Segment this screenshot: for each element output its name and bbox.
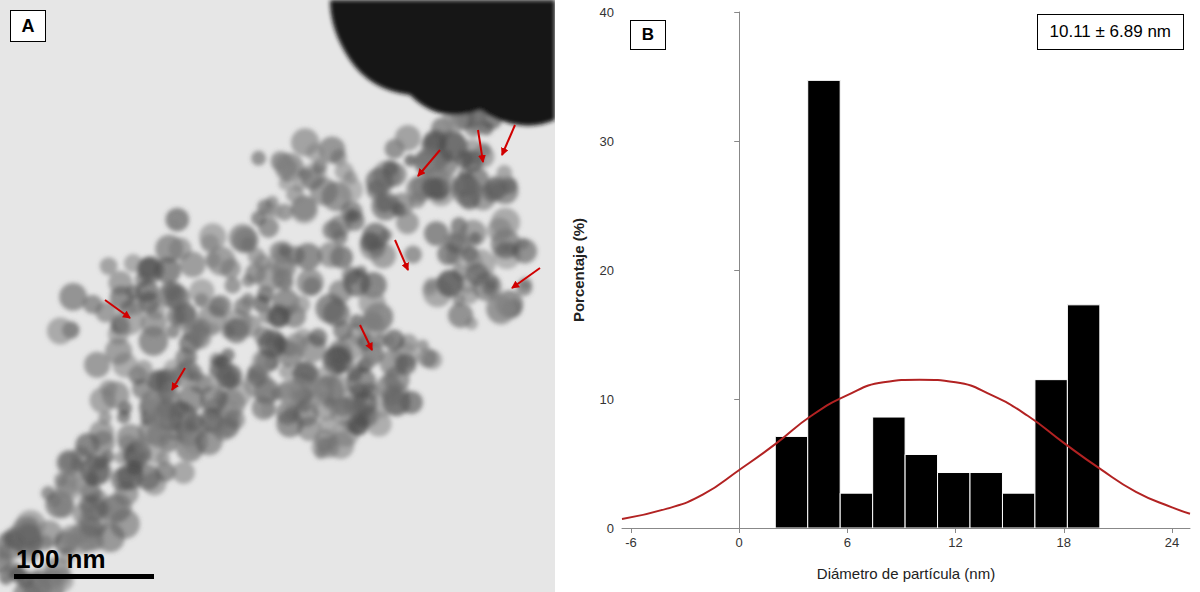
html-text:A: A xyxy=(21,16,35,36)
svg-text:40: 40 xyxy=(600,5,614,20)
svg-text:12: 12 xyxy=(948,535,962,550)
svg-text:Diámetro de partícula (nm): Diámetro de partícula (nm) xyxy=(817,565,995,582)
svg-text:10: 10 xyxy=(600,392,614,407)
svg-text:0: 0 xyxy=(736,535,743,550)
svg-text:0: 0 xyxy=(607,521,614,536)
svg-text:100 nm: 100 nm xyxy=(16,544,106,574)
svg-text:24: 24 xyxy=(1165,535,1179,550)
svg-text:-6: -6 xyxy=(625,535,637,550)
svg-text:20: 20 xyxy=(600,263,614,278)
svg-text:Porcentaje (%): Porcentaje (%) xyxy=(570,218,587,322)
svg-text:18: 18 xyxy=(1057,535,1071,550)
svg-text:30: 30 xyxy=(600,134,614,149)
html-text:10.11 ± 6.89 nm: 10.11 ± 6.89 nm xyxy=(1049,22,1171,41)
html-text:B: B xyxy=(641,25,655,44)
svg-text:6: 6 xyxy=(844,535,851,550)
